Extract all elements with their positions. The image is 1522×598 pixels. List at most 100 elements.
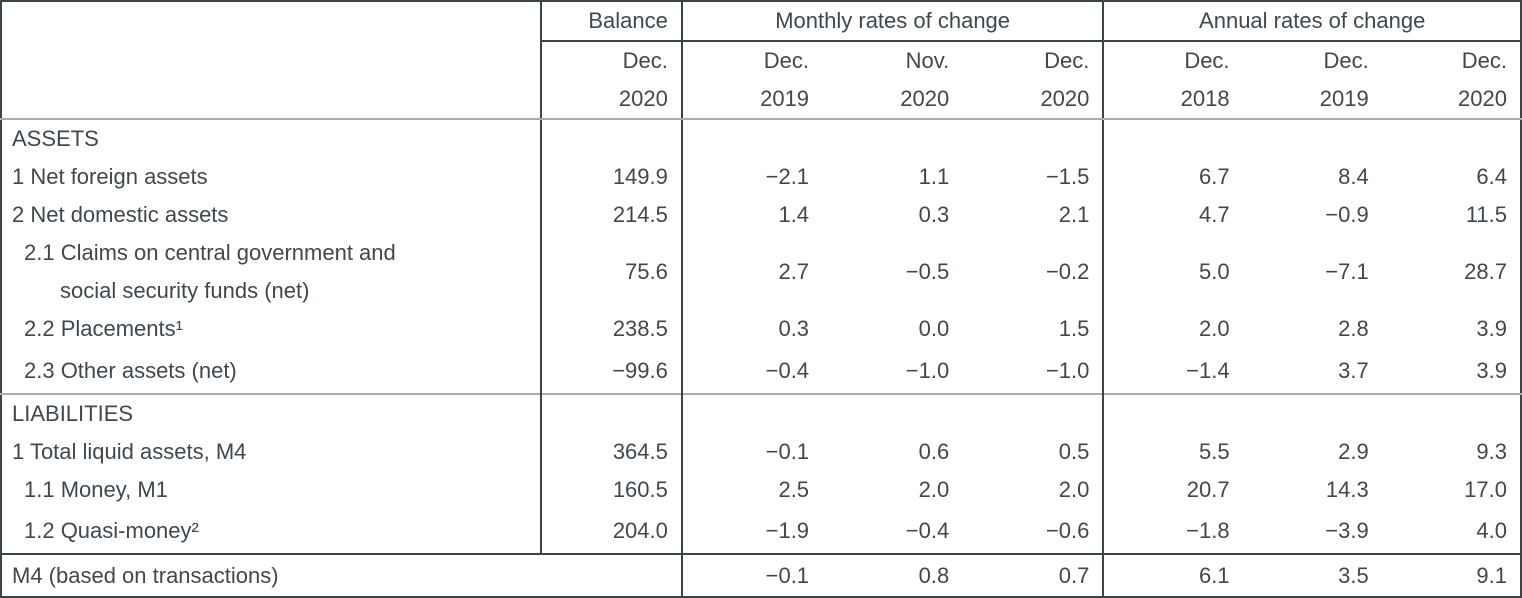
value-cell: −2.1 xyxy=(765,164,810,189)
section-title: ASSETS xyxy=(1,119,542,158)
section-row-assets: ASSETS xyxy=(1,119,1521,158)
table-row-claims-central-government: 2.1 Claims on central government and soc… xyxy=(1,234,1521,310)
table-row-money-m1: 1.1 Money, M1 160.5 2.5 2.0 2.0 20.7 14.… xyxy=(1,471,1521,509)
table-row-quasi-money: 1.2 Quasi-money² 204.0 −1.9 −0.4 −0.6 −1… xyxy=(1,509,1521,554)
period-year: 2020 xyxy=(1040,86,1090,111)
value-cell: 4.0 xyxy=(1476,518,1507,543)
value-cell: 8.4 xyxy=(1338,164,1369,189)
value-cell: −1.9 xyxy=(765,518,810,543)
period-year: 2020 xyxy=(900,86,950,111)
value-cell: 3.9 xyxy=(1476,357,1507,383)
annual-rates-group-header: Annual rates of change xyxy=(1103,1,1521,42)
row-label: 1.1 Money, M1 xyxy=(1,471,542,509)
value-cell: −0.2 xyxy=(962,234,1105,310)
value-cell: 1.1 xyxy=(918,164,950,189)
table-row-net-domestic-assets: 2 Net domestic assets 214.5 1.4 0.3 2.1 … xyxy=(1,196,1521,234)
balance-cell: 204.0 xyxy=(540,509,683,554)
value-cell: 5.0 xyxy=(1198,259,1230,284)
balance-cell: 238.5 xyxy=(540,310,683,348)
table-row-total-liquid-assets: 1 Total liquid assets, M4 364.5 −0.1 0.6… xyxy=(1,433,1521,471)
value-cell: 1.4 xyxy=(778,202,810,227)
monthly-period-header-1: Dec. 2019 xyxy=(681,41,823,120)
section-row-liabilities: LIABILITIES xyxy=(1,393,1521,433)
value-cell: 0.8 xyxy=(822,553,963,597)
period-month: Dec. xyxy=(1323,48,1369,73)
row-label: 2 Net domestic assets xyxy=(1,196,542,234)
row-label: 2.3 Other assets (net) xyxy=(1,348,542,394)
value-cell: 0.5 xyxy=(962,433,1105,471)
annual-period-header-2: Dec. 2019 xyxy=(1242,41,1382,120)
balance-cell: −99.6 xyxy=(540,348,683,394)
value-cell: 6.7 xyxy=(1198,164,1230,189)
value-cell xyxy=(1381,393,1521,433)
value-cell xyxy=(1382,119,1521,158)
value-cell xyxy=(682,119,822,158)
value-cell xyxy=(1243,119,1382,158)
header-group-row: Balance Monthly rates of change Annual r… xyxy=(1,1,1521,120)
balance-cell xyxy=(540,393,683,433)
row-label: M4 (based on transactions) xyxy=(1,553,683,597)
value-cell: 3.5 xyxy=(1242,553,1382,597)
value-cell: −0.1 xyxy=(681,553,823,597)
value-cell xyxy=(1242,393,1382,433)
value-cell xyxy=(822,393,963,433)
value-cell: 3.9 xyxy=(1476,316,1507,341)
value-cell: 9.1 xyxy=(1381,553,1521,597)
value-cell: 2.9 xyxy=(1338,439,1369,464)
value-cell: 20.7 xyxy=(1186,477,1230,502)
period-year: 2020 xyxy=(1458,86,1507,111)
value-cell: 1.5 xyxy=(962,310,1105,348)
value-cell: 28.7 xyxy=(1464,259,1507,284)
value-cell: −7.1 xyxy=(1325,259,1369,284)
value-cell: 2.5 xyxy=(778,477,810,502)
value-cell: 2.1 xyxy=(962,196,1105,234)
value-cell xyxy=(962,393,1105,433)
table-row-other-assets: 2.3 Other assets (net) −99.6 −0.4 −1.0 −… xyxy=(1,348,1521,394)
value-cell: −3.9 xyxy=(1325,518,1369,543)
value-cell: −1.4 xyxy=(1186,357,1230,383)
section-title: LIABILITIES xyxy=(1,393,542,433)
value-cell: 11.5 xyxy=(1465,202,1507,227)
value-cell: 5.5 xyxy=(1198,439,1230,464)
table-row-m4-transactions: M4 (based on transactions) −0.1 0.8 0.7 … xyxy=(1,553,1521,597)
value-cell: −1.5 xyxy=(962,158,1105,196)
value-cell: −0.4 xyxy=(765,357,810,383)
row-label: 1 Net foreign assets xyxy=(1,158,542,196)
annual-period-header-1: Dec. 2018 xyxy=(1103,41,1243,120)
row-label: 1 Total liquid assets, M4 xyxy=(1,433,542,471)
value-cell: 3.7 xyxy=(1338,357,1369,383)
row-label-line1: 2.1 Claims on central government and xyxy=(24,240,396,265)
balance-cell: 364.5 xyxy=(540,433,683,471)
value-cell xyxy=(962,119,1105,158)
value-cell: −1.0 xyxy=(905,357,950,383)
value-cell: −0.1 xyxy=(765,439,810,464)
row-label: 2.1 Claims on central government and soc… xyxy=(1,234,542,310)
period-month: Dec. xyxy=(622,48,668,73)
value-cell xyxy=(822,119,962,158)
value-cell: 0.7 xyxy=(962,553,1105,597)
period-month: Dec. xyxy=(1461,48,1507,73)
value-cell: 17.0 xyxy=(1464,477,1507,502)
value-cell: −1.0 xyxy=(962,348,1105,394)
value-cell: 6.4 xyxy=(1476,164,1507,189)
value-cell: 2.7 xyxy=(778,259,810,284)
period-year: 2019 xyxy=(760,86,810,111)
value-cell: 9.3 xyxy=(1476,439,1507,464)
row-label-line2: social security funds (net) xyxy=(60,278,310,303)
value-cell: −0.6 xyxy=(962,509,1105,554)
row-label: 2.2 Placements¹ xyxy=(1,310,542,348)
row-label-column-header xyxy=(1,1,542,120)
value-cell: 0.0 xyxy=(918,316,950,341)
monthly-rates-group-header: Monthly rates of change xyxy=(681,1,1105,42)
value-cell: 6.1 xyxy=(1103,553,1243,597)
period-month: Dec. xyxy=(763,48,810,73)
monthly-period-header-2: Nov. 2020 xyxy=(822,41,963,120)
period-year: 2018 xyxy=(1180,86,1230,111)
annual-period-header-3: Dec. 2020 xyxy=(1381,41,1521,120)
period-year: 2020 xyxy=(618,86,668,111)
balance-column-header: Balance xyxy=(540,1,683,42)
balance-period-header: Dec. 2020 xyxy=(540,41,683,120)
value-cell: 0.3 xyxy=(778,316,810,341)
